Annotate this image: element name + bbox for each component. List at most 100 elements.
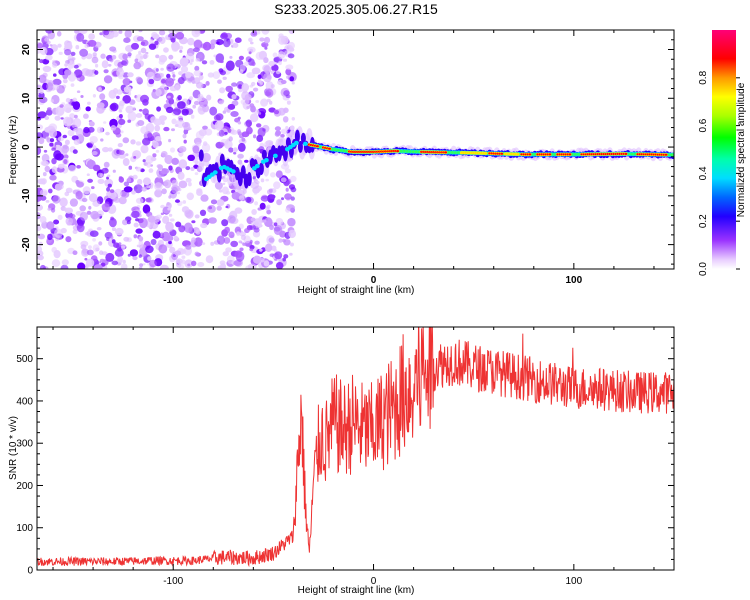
noise-dot: [113, 197, 121, 203]
snr-y-tick-label: 0: [27, 566, 33, 577]
noise-dot: [280, 177, 287, 183]
noise-dot: [75, 190, 83, 200]
noise-dot: [122, 259, 126, 264]
noise-dot: [125, 153, 129, 157]
noise-dot: [257, 30, 261, 35]
noise-dot: [171, 157, 179, 165]
noise-dot: [159, 30, 166, 36]
noise-dot: [122, 219, 129, 226]
noise-dot: [37, 124, 44, 130]
noise-dot: [250, 91, 254, 94]
noise-dot: [253, 218, 262, 227]
noise-dot: [241, 137, 246, 142]
noise-dot: [131, 190, 136, 195]
noise-dot: [37, 246, 43, 253]
snr-ticks: -100 0 100 0 100 200 300 400 500: [16, 326, 674, 587]
noise-dot: [38, 137, 45, 145]
noise-dot: [111, 239, 116, 244]
noise-dot: [162, 215, 170, 224]
noise-dot: [271, 245, 277, 251]
noise-dot: [259, 202, 266, 210]
noise-dot: [48, 188, 53, 194]
noise-dot: [161, 79, 166, 84]
noise-dot: [168, 165, 173, 171]
noise-dot: [164, 154, 173, 165]
noise-dot: [111, 260, 119, 266]
noise-dot: [265, 178, 270, 182]
noise-dot: [46, 137, 52, 143]
ridge-core-blue: [258, 162, 264, 175]
noise-dot: [263, 36, 271, 44]
noise-dot: [185, 166, 191, 171]
ridge-peak: [664, 153, 668, 156]
noise-dot: [72, 250, 78, 255]
noise-dot: [57, 43, 62, 48]
noise-dot: [174, 250, 181, 256]
noise-dot: [219, 60, 224, 64]
noise-dot: [214, 120, 224, 131]
noise-dot: [128, 165, 133, 170]
noise-dot: [92, 200, 101, 207]
noise-dot: [116, 95, 120, 100]
noise-dot: [286, 100, 291, 105]
noise-dot: [122, 53, 128, 60]
noise-dot: [114, 248, 124, 257]
noise-dot: [76, 223, 85, 233]
noise-dot: [275, 218, 284, 226]
noise-dot: [91, 151, 98, 156]
noise-dot: [185, 71, 192, 79]
noise-dot: [213, 54, 217, 58]
noise-dot: [58, 68, 66, 76]
noise-dot: [287, 41, 295, 50]
noise-dot: [37, 42, 43, 49]
noise-dot: [218, 100, 224, 105]
noise-dot: [122, 158, 130, 166]
noise-dot: [101, 60, 109, 69]
noise-dot: [282, 116, 289, 123]
noise-dot: [71, 57, 76, 61]
noise-dot: [75, 127, 84, 137]
noise-dot: [225, 205, 229, 209]
noise-dot: [224, 131, 228, 135]
noise-dot: [194, 214, 200, 219]
noise-dot: [216, 205, 222, 211]
noise-dot: [54, 228, 63, 238]
noise-dot: [178, 45, 184, 51]
noise-dot: [141, 186, 147, 192]
noise-dot: [101, 251, 108, 256]
noise-dot: [103, 30, 110, 36]
noise-dot: [99, 258, 105, 263]
noise-dot: [37, 224, 42, 232]
noise-dot: [73, 64, 79, 69]
noise-dot: [61, 144, 70, 154]
noise-dot: [42, 191, 48, 196]
noise-dot: [255, 100, 260, 103]
noise-dot: [225, 85, 233, 93]
noise-dot: [232, 42, 239, 48]
ridge-core-cyan: [212, 170, 218, 175]
noise-dot: [107, 63, 112, 67]
noise-dot: [270, 172, 276, 178]
noise-dot: [135, 113, 143, 118]
noise-dot: [178, 180, 188, 189]
noise-dot: [238, 195, 245, 201]
noise-dot: [197, 97, 202, 102]
noise-dot: [139, 244, 147, 250]
noise-dot: [115, 227, 124, 236]
noise-dot: [271, 64, 279, 72]
noise-dot: [127, 253, 131, 257]
noise-dot: [61, 199, 67, 204]
noise-dot: [117, 256, 124, 263]
noise-dot: [195, 58, 200, 62]
noise-dot: [248, 51, 252, 55]
noise-dot: [275, 170, 283, 178]
noise-dot: [172, 108, 181, 115]
snr-x-tick-label: -100: [163, 576, 183, 587]
noise-dot: [87, 143, 93, 149]
noise-dot: [266, 209, 272, 215]
noise-dot: [266, 204, 271, 209]
noise-dot: [75, 45, 80, 50]
noise-dot: [259, 248, 263, 252]
noise-dot: [179, 49, 183, 53]
